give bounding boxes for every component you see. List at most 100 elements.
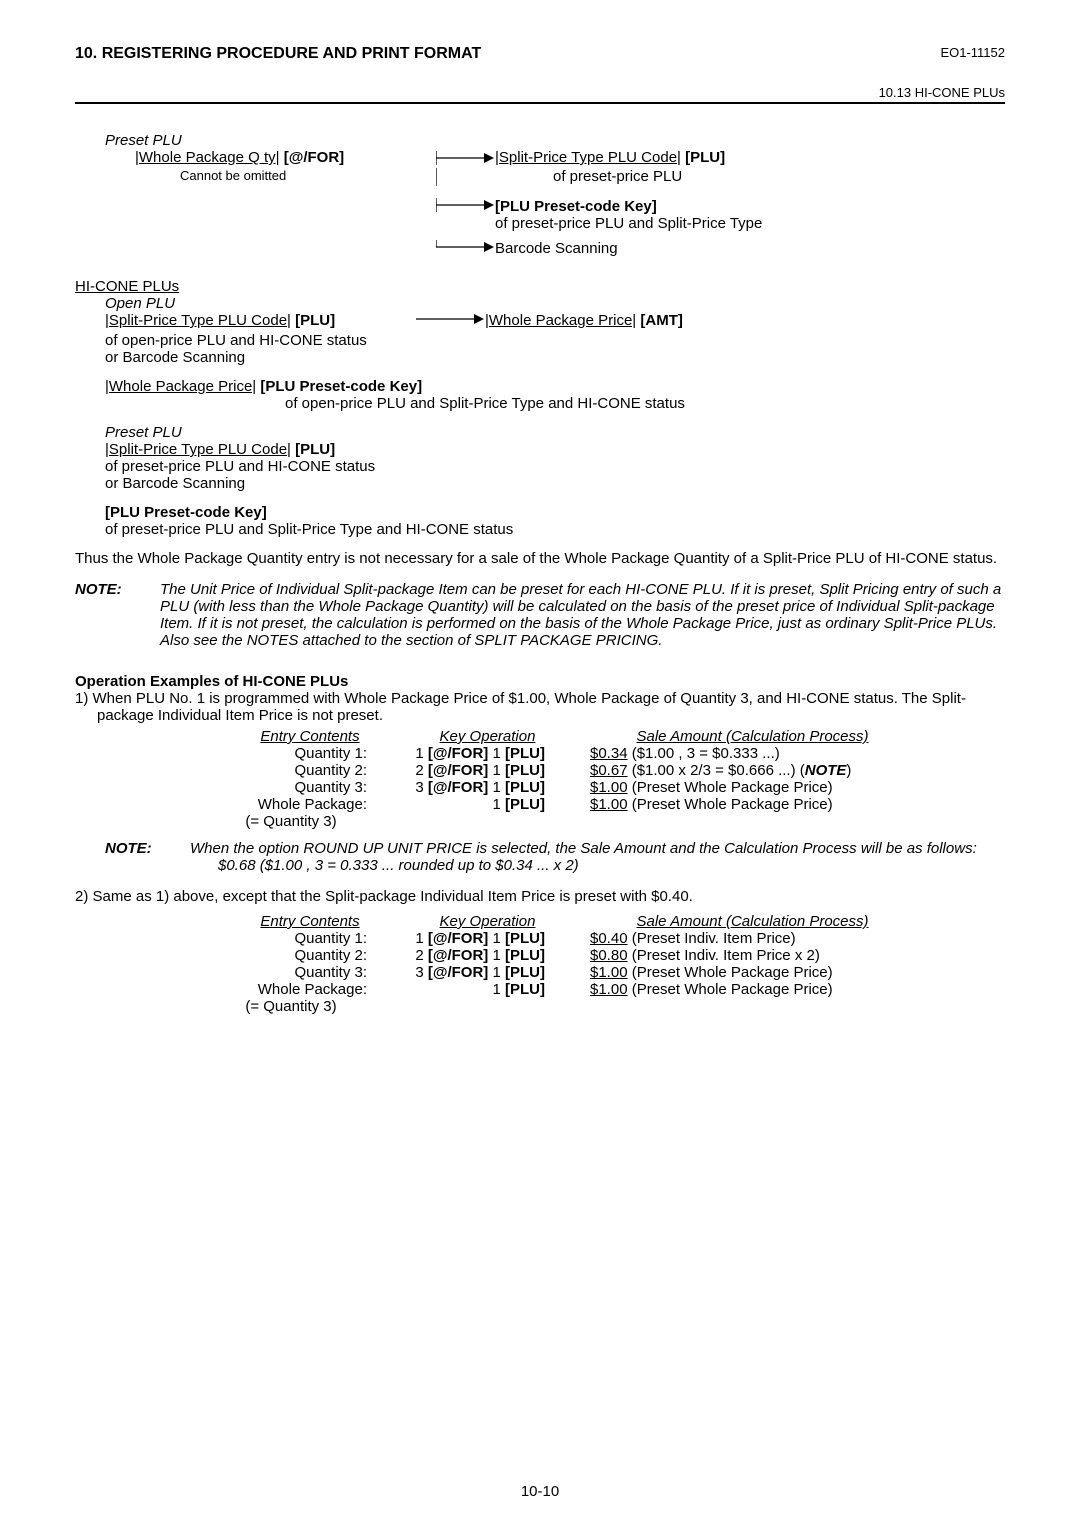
cell-entry: Quantity 1: xyxy=(215,745,405,762)
whole-pkg-preset-row: |Whole Package Price| [PLU Preset-code K… xyxy=(105,378,1005,395)
cell-key: 1 [PLU] xyxy=(405,796,570,813)
whole-pkg-price-2: |Whole Package Price| xyxy=(105,378,256,395)
eq-qty-3: (= Quantity 3) xyxy=(215,998,405,1015)
diagram-row-2: Cannot be omitted of preset-price PLU xyxy=(135,168,1005,190)
diagram-row-4: Barcode Scanning xyxy=(135,240,1005,258)
plu-preset-key-block: [PLU Preset-code Key] of preset-price PL… xyxy=(495,198,1005,232)
example-table-1: Entry Contents Key Operation Sale Amount… xyxy=(215,728,1005,830)
ex1-text: 1) When PLU No. 1 is programmed with Who… xyxy=(75,690,1005,724)
table-row: Quantity 3:3 [@/FOR] 1 [PLU]$1.00 (Prese… xyxy=(215,779,1005,796)
split-price-code: |Split-Price Type PLU Code| xyxy=(105,441,291,458)
plu-preset-key: [PLU Preset-code Key] xyxy=(495,198,657,215)
cell-amount: $1.00 (Preset Whole Package Price) xyxy=(570,981,1005,998)
table-row: Quantity 1:1 [@/FOR] 1 [PLU]$0.34 ($1.00… xyxy=(215,745,1005,762)
diagram-row: |Whole Package Q ty| [@/FOR] |Split-Pric… xyxy=(135,149,1005,166)
cell-entry: Quantity 3: xyxy=(215,779,405,796)
of-open-plu: of open-price PLU and HI-CONE status xyxy=(105,332,1005,349)
of-preset-split-hi: of preset-price PLU and Split-Price Type… xyxy=(105,521,1005,538)
whole-pkg-price: |Whole Package Price| xyxy=(485,312,636,329)
cell-amount: $0.40 (Preset Indiv. Item Price) xyxy=(570,930,1005,947)
diagram-row-3: [PLU Preset-code Key] of preset-price PL… xyxy=(135,198,1005,232)
th-entry: Entry Contents xyxy=(215,728,405,745)
table-header-row: Entry Contents Key Operation Sale Amount… xyxy=(215,728,1005,745)
th-key: Key Operation xyxy=(405,728,570,745)
eq-qty-row: (= Quantity 3) xyxy=(215,998,1005,1015)
page-header: 10. REGISTERING PROCEDURE AND PRINT FORM… xyxy=(75,45,1005,63)
cell-key: 2 [@/FOR] 1 [PLU] xyxy=(405,947,570,964)
op-examples-title: Operation Examples of HI-CONE PLUs xyxy=(75,673,1005,690)
note-text-block: When the option ROUND UP UNIT PRICE is s… xyxy=(190,840,1005,874)
note-block-1: NOTE: The Unit Price of Individual Split… xyxy=(75,581,1005,649)
split-code-row-2: |Split-Price Type PLU Code| [PLU] xyxy=(105,441,1005,458)
ex2-intro: 2) Same as 1) above, except that the Spl… xyxy=(75,888,1005,905)
cell-key: 1 [@/FOR] 1 [PLU] xyxy=(405,745,570,762)
table-row: Whole Package:1 [PLU]$1.00 (Preset Whole… xyxy=(215,981,1005,998)
eq-qty-3: (= Quantity 3) xyxy=(215,813,405,830)
or-barcode-2: or Barcode Scanning xyxy=(105,475,1005,492)
plu-tag: [PLU] xyxy=(291,312,335,329)
table-row: Quantity 3:3 [@/FOR] 1 [PLU]$1.00 (Prese… xyxy=(215,964,1005,981)
cell-amount: $0.34 ($1.00 , 3 = $0.333 ...) xyxy=(570,745,1005,762)
hicone-row-1: |Split-Price Type PLU Code| [PLU] |Whole… xyxy=(105,312,1005,330)
of-preset-and-split: of preset-price PLU and Split-Price Type xyxy=(495,215,762,232)
header-code: EO1-11152 xyxy=(940,45,1005,60)
arrow-icon xyxy=(435,240,495,258)
preset-plu-label-2: Preset PLU xyxy=(105,424,1005,441)
of-preset-plu: of preset-price PLU xyxy=(495,168,1005,185)
note2-line1: When the option ROUND UP UNIT PRICE is s… xyxy=(190,840,1005,857)
table-header-row: Entry Contents Key Operation Sale Amount… xyxy=(215,913,1005,930)
cell-entry: Whole Package: xyxy=(215,981,405,998)
section-reference: 10.13 HI-CONE PLUs xyxy=(75,85,1005,100)
preset-plu-label: Preset PLU xyxy=(105,132,1005,149)
note-label: NOTE: xyxy=(105,840,190,874)
open-plu-label: Open PLU xyxy=(105,295,1005,312)
ex1-intro: 1) When PLU No. 1 is programmed with Who… xyxy=(75,690,1005,724)
split-code-block: |Split-Price Type PLU Code| [PLU] xyxy=(105,312,415,329)
th-entry: Entry Contents xyxy=(215,913,405,930)
plu-preset-key-2: [PLU Preset-code Key] xyxy=(105,504,1005,521)
arrow-stem xyxy=(435,168,495,190)
table-row: Quantity 1:1 [@/FOR] 1 [PLU]$0.40 (Prese… xyxy=(215,930,1005,947)
whole-pkg-amt: |Whole Package Price| [AMT] xyxy=(485,312,683,329)
cell-key: 1 [PLU] xyxy=(405,981,570,998)
table-row: Quantity 2:2 [@/FOR] 1 [PLU]$0.67 ($1.00… xyxy=(215,762,1005,779)
of-preset-hi: of preset-price PLU and HI-CONE status xyxy=(105,458,1005,475)
cell-key: 1 [@/FOR] 1 [PLU] xyxy=(405,930,570,947)
cell-amount: $0.80 (Preset Indiv. Item Price x 2) xyxy=(570,947,1005,964)
arrow-icon xyxy=(435,198,495,216)
cell-amount: $1.00 (Preset Whole Package Price) xyxy=(570,964,1005,981)
cell-key: 2 [@/FOR] 1 [PLU] xyxy=(405,762,570,779)
eq-qty-row: (= Quantity 3) xyxy=(215,813,1005,830)
header-divider xyxy=(75,102,1005,104)
cell-amount: $1.00 (Preset Whole Package Price) xyxy=(570,779,1005,796)
th-key: Key Operation xyxy=(405,913,570,930)
arrow-icon xyxy=(435,149,495,166)
or-barcode: or Barcode Scanning xyxy=(105,349,1005,366)
page-number: 10-10 xyxy=(0,1483,1080,1500)
plu-preset-key: [PLU Preset-code Key] xyxy=(256,378,422,395)
th-amount: Sale Amount (Calculation Process) xyxy=(570,913,1005,930)
note-label: NOTE: xyxy=(75,581,160,649)
cell-entry: Quantity 2: xyxy=(215,947,405,964)
th-amount: Sale Amount (Calculation Process) xyxy=(570,728,1005,745)
example-table-2: Entry Contents Key Operation Sale Amount… xyxy=(215,913,1005,1015)
arrow-icon xyxy=(415,312,485,330)
barcode-scanning: Barcode Scanning xyxy=(495,240,1005,257)
plu-tag: [PLU] xyxy=(291,441,335,458)
note-text: The Unit Price of Individual Split-packa… xyxy=(160,581,1005,649)
cell-key: 3 [@/FOR] 1 [PLU] xyxy=(405,964,570,981)
of-open-split-hi: of open-price PLU and Split-Price Type a… xyxy=(285,395,1005,412)
split-price-code: |Split-Price Type PLU Code| xyxy=(495,149,681,166)
paragraph-1: Thus the Whole Package Quantity entry is… xyxy=(75,550,1005,567)
header-title: 10. REGISTERING PROCEDURE AND PRINT FORM… xyxy=(75,45,481,63)
cannot-omit: Cannot be omitted xyxy=(135,168,435,183)
note-block-2: NOTE: When the option ROUND UP UNIT PRIC… xyxy=(105,840,1005,874)
cell-entry: Quantity 2: xyxy=(215,762,405,779)
cell-amount: $0.67 ($1.00 x 2/3 = $0.666 ...) (NOTE) xyxy=(570,762,1005,779)
at-for-key: [@/FOR] xyxy=(280,149,345,166)
whole-pkg-qty: |Whole Package Q ty| xyxy=(135,149,280,166)
note2-line2: $0.68 ($1.00 , 3 = 0.333 ... rounded up … xyxy=(190,857,1005,874)
cell-entry: Quantity 1: xyxy=(215,930,405,947)
cell-amount: $1.00 (Preset Whole Package Price) xyxy=(570,796,1005,813)
table-row: Quantity 2:2 [@/FOR] 1 [PLU]$0.80 (Prese… xyxy=(215,947,1005,964)
